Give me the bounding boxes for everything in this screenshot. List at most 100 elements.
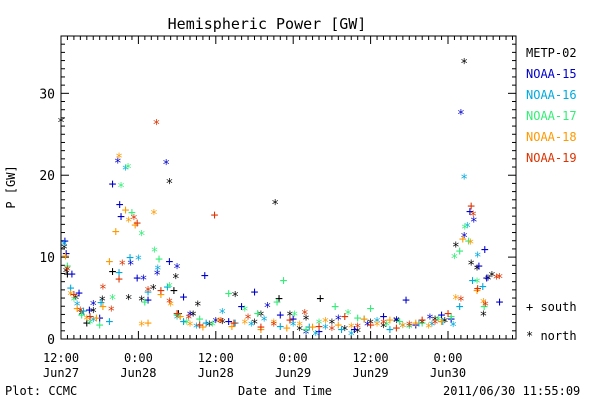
data-point-north: * (165, 281, 173, 296)
data-point-north: * (488, 270, 496, 285)
data-point-north: * (99, 282, 107, 297)
data-point-north: * (496, 272, 504, 287)
data-point-north: * (241, 305, 249, 320)
data-point-north: * (392, 316, 400, 331)
data-point-south: + (112, 224, 120, 239)
data-point-north: * (380, 321, 388, 336)
data-point-north: * (78, 309, 86, 324)
data-point-north: * (153, 118, 161, 133)
data-point-south: + (392, 321, 400, 336)
data-point-north: * (218, 307, 226, 322)
data-point-north: * (270, 318, 278, 333)
data-point-north: * (138, 295, 146, 310)
data-point-south: + (467, 199, 475, 214)
data-point-south: + (83, 316, 91, 331)
data-point-north: * (480, 309, 488, 324)
data-point-north: * (291, 309, 299, 324)
data-point-north: * (271, 198, 279, 213)
data-point-south: + (334, 318, 342, 333)
data-point-north: * (467, 237, 475, 252)
data-point-south: + (180, 314, 188, 329)
data-point-north: * (328, 324, 336, 339)
hemisphere-legend: + south * north (526, 300, 577, 343)
data-point-south: + (341, 310, 349, 325)
series-noaa-18: +*+* ++++*+*+*+*+*+* + * + * + * + * + * + *+ * +* + * +*+… (62, 151, 488, 337)
data-point-south: + (380, 310, 388, 325)
data-point-south: + (122, 203, 130, 218)
data-point-south: + (230, 316, 238, 331)
data-point-south: + (165, 255, 173, 270)
data-point-south: + (309, 320, 317, 335)
data-point-south: + (173, 308, 181, 323)
data-point-south: + (354, 311, 362, 326)
data-point-south: + (447, 312, 455, 327)
data-point-south: + (174, 306, 182, 321)
data-point-south: + (128, 206, 136, 221)
data-point-south: + (465, 234, 473, 249)
data-point-south: + (480, 300, 488, 315)
data-point-north: * (474, 250, 482, 265)
data-point-north: * (173, 262, 181, 277)
data-point-north: * (302, 327, 310, 342)
data-point-south: + (276, 319, 284, 334)
data-point-north: * (296, 324, 304, 339)
data-point-north: * (373, 319, 381, 334)
data-point-south: + (386, 313, 394, 328)
data-point-north: * (62, 266, 70, 281)
data-point-south: + (109, 177, 117, 192)
data-point-north: * (215, 316, 223, 331)
series-noaa-19: *+* +**+**+**+*+ * ++* + *+ * + *+ *+* + * + * + *+*+*+… (64, 118, 504, 339)
data-point-north: * (205, 319, 213, 334)
data-point-north: * (140, 273, 148, 288)
data-point-north: * (86, 318, 94, 333)
data-point-north: * (109, 293, 117, 308)
x-tick-date-label: Jun27 (43, 366, 79, 380)
data-point-north: * (315, 318, 323, 333)
data-point-south: + (251, 285, 259, 300)
data-point-north: * (83, 314, 91, 329)
data-point-south: + (68, 267, 76, 282)
data-point-north: * (172, 272, 180, 287)
plot-credit: Plot: CCMC (5, 384, 77, 398)
data-point-north: * (218, 317, 226, 332)
data-point-south: + (257, 320, 265, 335)
data-point-south: + (412, 318, 420, 333)
plot-area: ***+**+**+* ****++ *** *****+***+* * ** * * * * * *… (57, 35, 517, 344)
data-point-south: + (196, 318, 204, 333)
data-point-north: * (244, 313, 252, 328)
data-point-north: * (231, 290, 239, 305)
data-point-north: * (153, 268, 161, 283)
data-point-south: + (418, 316, 426, 331)
data-point-north: * (117, 181, 125, 196)
data-point-north: * (57, 116, 65, 131)
data-point-south: + (133, 216, 141, 231)
data-point-south: + (67, 281, 75, 296)
data-point-north: * (473, 264, 481, 279)
data-point-north: * (452, 293, 460, 308)
data-point-north: * (60, 239, 68, 254)
data-point-north: * (70, 295, 78, 310)
data-point-south: + (78, 308, 86, 323)
data-point-south: + (97, 296, 105, 311)
data-point-south: + (459, 232, 467, 247)
y-tick-label: 20 (39, 169, 55, 184)
data-point-south: + (225, 314, 233, 329)
data-point-south: + (360, 312, 368, 327)
data-point-south: + (412, 316, 420, 331)
data-point-south: + (289, 312, 297, 327)
data-point-south: + (144, 285, 152, 300)
data-point-north: * (76, 305, 84, 320)
data-point-south: + (444, 306, 452, 321)
data-point-south: + (438, 308, 446, 323)
data-point-north: * (328, 318, 336, 333)
data-point-south: + (456, 244, 464, 259)
data-point-south: + (116, 197, 124, 212)
data-point-south: + (275, 292, 283, 307)
data-point-south: + (157, 287, 165, 302)
data-point-south: + (456, 300, 464, 315)
data-point-north: * (367, 318, 375, 333)
data-point-north: * (151, 246, 159, 261)
data-point-north: * (144, 285, 152, 300)
data-point-south: + (199, 320, 207, 335)
data-point-south: + (305, 320, 313, 335)
